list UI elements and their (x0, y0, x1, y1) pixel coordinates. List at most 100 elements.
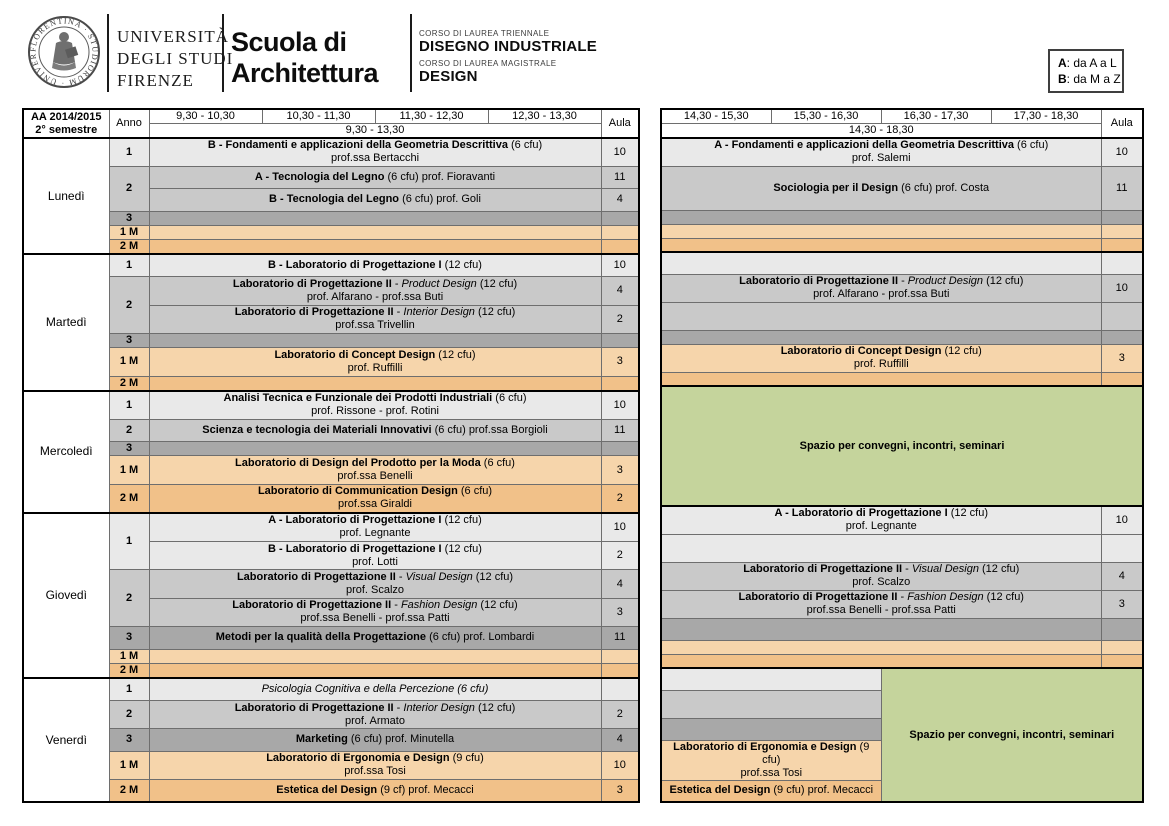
cell-mer-m2M: Laboratorio di Communication Design (6 c… (148, 483, 602, 514)
aula-cell (600, 239, 640, 255)
day-block-martedi-afternoon: Laboratorio di Progettazione II - Produc… (660, 251, 1144, 387)
aula-cell (600, 210, 640, 226)
degree1-name: DISEGNO INDUSTRIALE (419, 38, 597, 55)
year-label: 2 M (108, 483, 150, 514)
day-block-giovedi-afternoon: A - Laboratorio di Progettazione I (12 c… (660, 505, 1144, 669)
year-label: 1 (108, 677, 150, 701)
cell-mar-m1M: Laboratorio di Concept Design (12 cfu) pr… (148, 347, 602, 377)
year-label: 2 M (108, 779, 150, 803)
aula-cell (600, 333, 640, 349)
day-label-venerdi: Venerdì (22, 677, 110, 803)
cell-ven-a2M: Estetica del Design (9 cfu) prof. Mecacc… (660, 779, 882, 803)
aula-cell: 3 (1100, 343, 1144, 373)
empty-cell (660, 209, 1102, 225)
table-gap (640, 108, 660, 803)
university-name: UNIVERSITÀ DEGLI STUDI FIRENZE (117, 27, 234, 90)
cell-ven-m3: Marketing (6 cfu) prof. Minutella (148, 728, 602, 752)
aula-cell: 11 (1100, 165, 1144, 211)
academic-year-cell: AA 2014/2015 2° semestre (22, 108, 110, 139)
day-block-mercoledi: Mercoledì 1 Analisi Tecnica e Funzionale… (22, 390, 640, 514)
aula-cell (1100, 237, 1144, 253)
time-slot-header: 10,30 - 11,30 (261, 108, 376, 124)
legend-line-a: A: da A a L (1058, 56, 1117, 70)
cell-ven-m1: Psicologia Cognitiva e della Percezione … (148, 677, 602, 701)
aula-cell: 11 (600, 165, 640, 190)
aula-cell: 4 (600, 728, 640, 752)
aula-cell: 10 (600, 137, 640, 167)
merged-time-header: 9,30 - 13,30 (148, 123, 602, 139)
school-name: Scuola di Architettura (231, 27, 379, 88)
cell-lun-m1: B - Fondamenti e applicazioni della Geom… (148, 137, 602, 167)
aula-cell: 4 (600, 188, 640, 212)
cell-lun-a2: Sociologia per il Design (6 cfu) prof. C… (660, 165, 1102, 211)
cell-gio-a2a: Laboratorio di Progettazione II - Visual… (660, 561, 1102, 591)
time-slot-header: 17,30 - 18,30 (990, 108, 1102, 124)
year-label: 2 (108, 569, 150, 628)
year-label: 1 (108, 253, 150, 278)
merged-time-header: 14,30 - 18,30 (660, 123, 1102, 139)
day-block-martedi: Martedì 1 B - Laboratorio di Progettazio… (22, 253, 640, 392)
aula-cell (600, 662, 640, 679)
year-label: 1 M (108, 648, 150, 664)
empty-cell (148, 224, 602, 241)
aula-cell: 2 (600, 304, 640, 335)
aula-cell (1100, 301, 1144, 331)
cell-mer-m1: Analisi Tecnica e Funzionale dei Prodott… (148, 390, 602, 420)
year-label: 1 M (108, 347, 150, 377)
spazio-convegni-cell: Spazio per convegni, incontri, seminari (660, 385, 1144, 507)
empty-cell (660, 533, 1102, 563)
empty-cell (660, 371, 1102, 387)
cell-gio-a1a: A - Laboratorio di Progettazione I (12 c… (660, 505, 1102, 535)
cell-gio-m3: Metodi per la qualità della Progettazion… (148, 626, 602, 650)
time-slot-header: 14,30 - 15,30 (660, 108, 772, 124)
day-label-mercoledi: Mercoledì (22, 390, 110, 514)
empty-cell (660, 251, 1102, 275)
empty-cell (660, 617, 1102, 641)
year-label: 2 (108, 699, 150, 730)
header-divider (107, 14, 109, 92)
legend-line-b: B: da M a Z (1058, 72, 1121, 86)
year-label: 3 (108, 728, 150, 752)
time-slot-header: 12,30 - 13,30 (487, 108, 602, 124)
year-label: 1 M (108, 455, 150, 485)
aula-cell (600, 648, 640, 664)
header-band: FLORENTINA · STUDIORUM · UNIVERSITAS · U… (0, 0, 1169, 104)
year-label: 2 (108, 276, 150, 335)
spazio-convegni-cell: Spazio per convegni, incontri, seminari (880, 667, 1144, 803)
cell-lun-a1: A - Fondamenti e applicazioni della Geom… (660, 137, 1102, 167)
aula-cell: 10 (600, 390, 640, 420)
aula-cell (1100, 223, 1144, 239)
aula-cell: 3 (600, 779, 640, 803)
cell-gio-m2a: Laboratorio di Progettazione II - Visual… (148, 569, 602, 599)
empty-cell (660, 301, 1102, 331)
aula-cell (1100, 329, 1144, 345)
year-label: 1 M (108, 750, 150, 781)
aula-cell: 10 (600, 253, 640, 278)
aula-cell: 4 (1100, 561, 1144, 591)
day-block-lunedi: Lunedì 1 B - Fondamenti e applicazioni d… (22, 137, 640, 255)
anno-header: Anno (108, 108, 150, 139)
empty-cell (660, 717, 882, 741)
aula-cell: 10 (600, 750, 640, 781)
legend-box: A: da A a L B: da M a Z (1048, 49, 1124, 93)
aula-cell (1100, 371, 1144, 387)
cell-ven-m2: Laboratorio di Progettazione II - Interi… (148, 699, 602, 730)
degree-programs: CORSO DI LAUREA TRIENNALE DISEGNO INDUST… (419, 27, 597, 89)
cell-mar-a1M: Laboratorio di Concept Design (12 cfu) pr… (660, 343, 1102, 373)
day-label-martedi: Martedì (22, 253, 110, 392)
cell-gio-a2b: Laboratorio di Progettazione II - Fashio… (660, 589, 1102, 619)
aula-cell (1100, 533, 1144, 563)
day-block-venerdi-afternoon: Spazio per convegni, incontri, seminari … (660, 667, 1144, 803)
cell-gio-m2b: Laboratorio di Progettazione II - Fashio… (148, 597, 602, 628)
aula-header: Aula (600, 108, 640, 139)
timetable-sheet: AA 2014/2015 2° semestre Anno 9,30 - 10,3… (22, 108, 1144, 803)
cell-mar-a2a: Laboratorio di Progettazione II - Produc… (660, 273, 1102, 303)
aula-cell: 10 (1100, 273, 1144, 303)
cell-mer-m2: Scienza e tecnologia dei Materiali Innov… (148, 418, 602, 443)
day-block-giovedi: Giovedì 1 A - Laboratorio di Progettazio… (22, 512, 640, 679)
cell-mar-m2b: Laboratorio di Progettazione II - Interi… (148, 304, 602, 335)
aula-cell (600, 375, 640, 392)
year-label: 1 (108, 137, 150, 167)
aula-cell: 3 (600, 597, 640, 628)
day-block-mercoledi-afternoon: Spazio per convegni, incontri, seminari (660, 385, 1144, 507)
